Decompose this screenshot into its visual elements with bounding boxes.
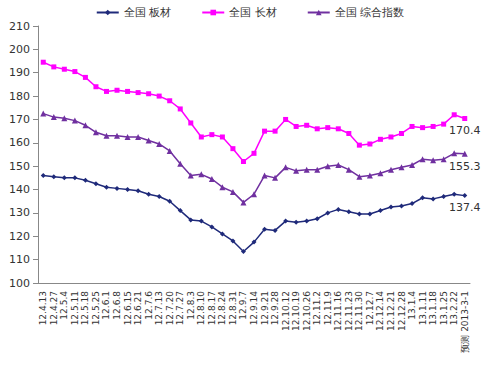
svg-text:180: 180 <box>9 90 30 103</box>
svg-text:12.8.24: 12.8.24 <box>217 291 227 326</box>
svg-text:12.11.9: 12.11.9 <box>323 291 333 326</box>
svg-text:12.10.12: 12.10.12 <box>281 291 291 331</box>
svg-text:12.4.13: 12.4.13 <box>38 291 48 325</box>
svg-text:210: 210 <box>9 20 30 33</box>
svg-text:12.11.23: 12.11.23 <box>344 291 354 331</box>
svg-text:190: 190 <box>9 66 30 79</box>
svg-text:12.5.18: 12.5.18 <box>80 291 90 326</box>
svg-text:12.12.7: 12.12.7 <box>365 291 375 325</box>
svg-text:13.1.11: 13.1.11 <box>418 291 428 325</box>
svg-text:150: 150 <box>9 160 30 173</box>
svg-text:12.8.10: 12.8.10 <box>196 291 206 326</box>
svg-text:170: 170 <box>9 113 30 126</box>
svg-text:12.9.28: 12.9.28 <box>270 291 280 326</box>
svg-text:12.7.20: 12.7.20 <box>165 291 175 326</box>
svg-text:12.7.6: 12.7.6 <box>144 291 154 320</box>
svg-text:100: 100 <box>9 277 30 290</box>
svg-text:120: 120 <box>9 230 30 243</box>
svg-text:13.1.25: 13.1.25 <box>439 291 449 325</box>
svg-text:12.11.30: 12.11.30 <box>354 291 364 331</box>
svg-text:13.1.4: 13.1.4 <box>407 291 417 320</box>
svg-text:12.4.27: 12.4.27 <box>49 291 59 325</box>
svg-text:全国 综合指数: 全国 综合指数 <box>335 6 405 19</box>
svg-text:170.4: 170.4 <box>449 124 481 137</box>
svg-text:12.7.27: 12.7.27 <box>175 291 185 325</box>
svg-text:12.5.25: 12.5.25 <box>91 291 101 325</box>
svg-text:全国 板材: 全国 板材 <box>124 6 172 19</box>
svg-text:110: 110 <box>9 253 30 266</box>
svg-text:预测 2013-3-1: 预测 2013-3-1 <box>460 291 470 353</box>
svg-text:155.3: 155.3 <box>449 160 481 173</box>
svg-text:137.4: 137.4 <box>449 201 481 214</box>
svg-text:12.8.31: 12.8.31 <box>228 291 238 325</box>
svg-text:12.6.8: 12.6.8 <box>112 291 122 320</box>
svg-text:12.7.13: 12.7.13 <box>154 291 164 325</box>
svg-text:160: 160 <box>9 136 30 149</box>
svg-text:130: 130 <box>9 206 30 219</box>
svg-text:12.5.4: 12.5.4 <box>59 291 69 320</box>
svg-text:12.9.7: 12.9.7 <box>238 291 248 320</box>
svg-text:12.8.3: 12.8.3 <box>186 291 196 320</box>
svg-text:12.9.21: 12.9.21 <box>260 291 270 325</box>
svg-text:12.6.1: 12.6.1 <box>101 291 111 320</box>
svg-text:12.12.28: 12.12.28 <box>397 291 407 331</box>
svg-text:12.12.21: 12.12.21 <box>386 291 396 331</box>
svg-text:12.12.14: 12.12.14 <box>375 291 385 331</box>
svg-text:12.6.15: 12.6.15 <box>123 291 133 325</box>
svg-text:12.8.17: 12.8.17 <box>207 291 217 325</box>
svg-text:12.11.16: 12.11.16 <box>333 291 343 331</box>
svg-text:12.10.19: 12.10.19 <box>291 291 301 331</box>
svg-text:12.11.2: 12.11.2 <box>312 291 322 325</box>
svg-text:12.6.21: 12.6.21 <box>133 291 143 325</box>
svg-text:140: 140 <box>9 183 30 196</box>
svg-text:全国 长材: 全国 长材 <box>229 6 277 19</box>
svg-text:12.5.11: 12.5.11 <box>70 291 80 325</box>
svg-text:12.9.14: 12.9.14 <box>249 291 259 326</box>
svg-text:13.1.18: 13.1.18 <box>428 291 438 326</box>
svg-text:13.2.22: 13.2.22 <box>449 291 459 325</box>
svg-text:12.10.26: 12.10.26 <box>302 291 312 331</box>
svg-text:200: 200 <box>9 43 30 56</box>
